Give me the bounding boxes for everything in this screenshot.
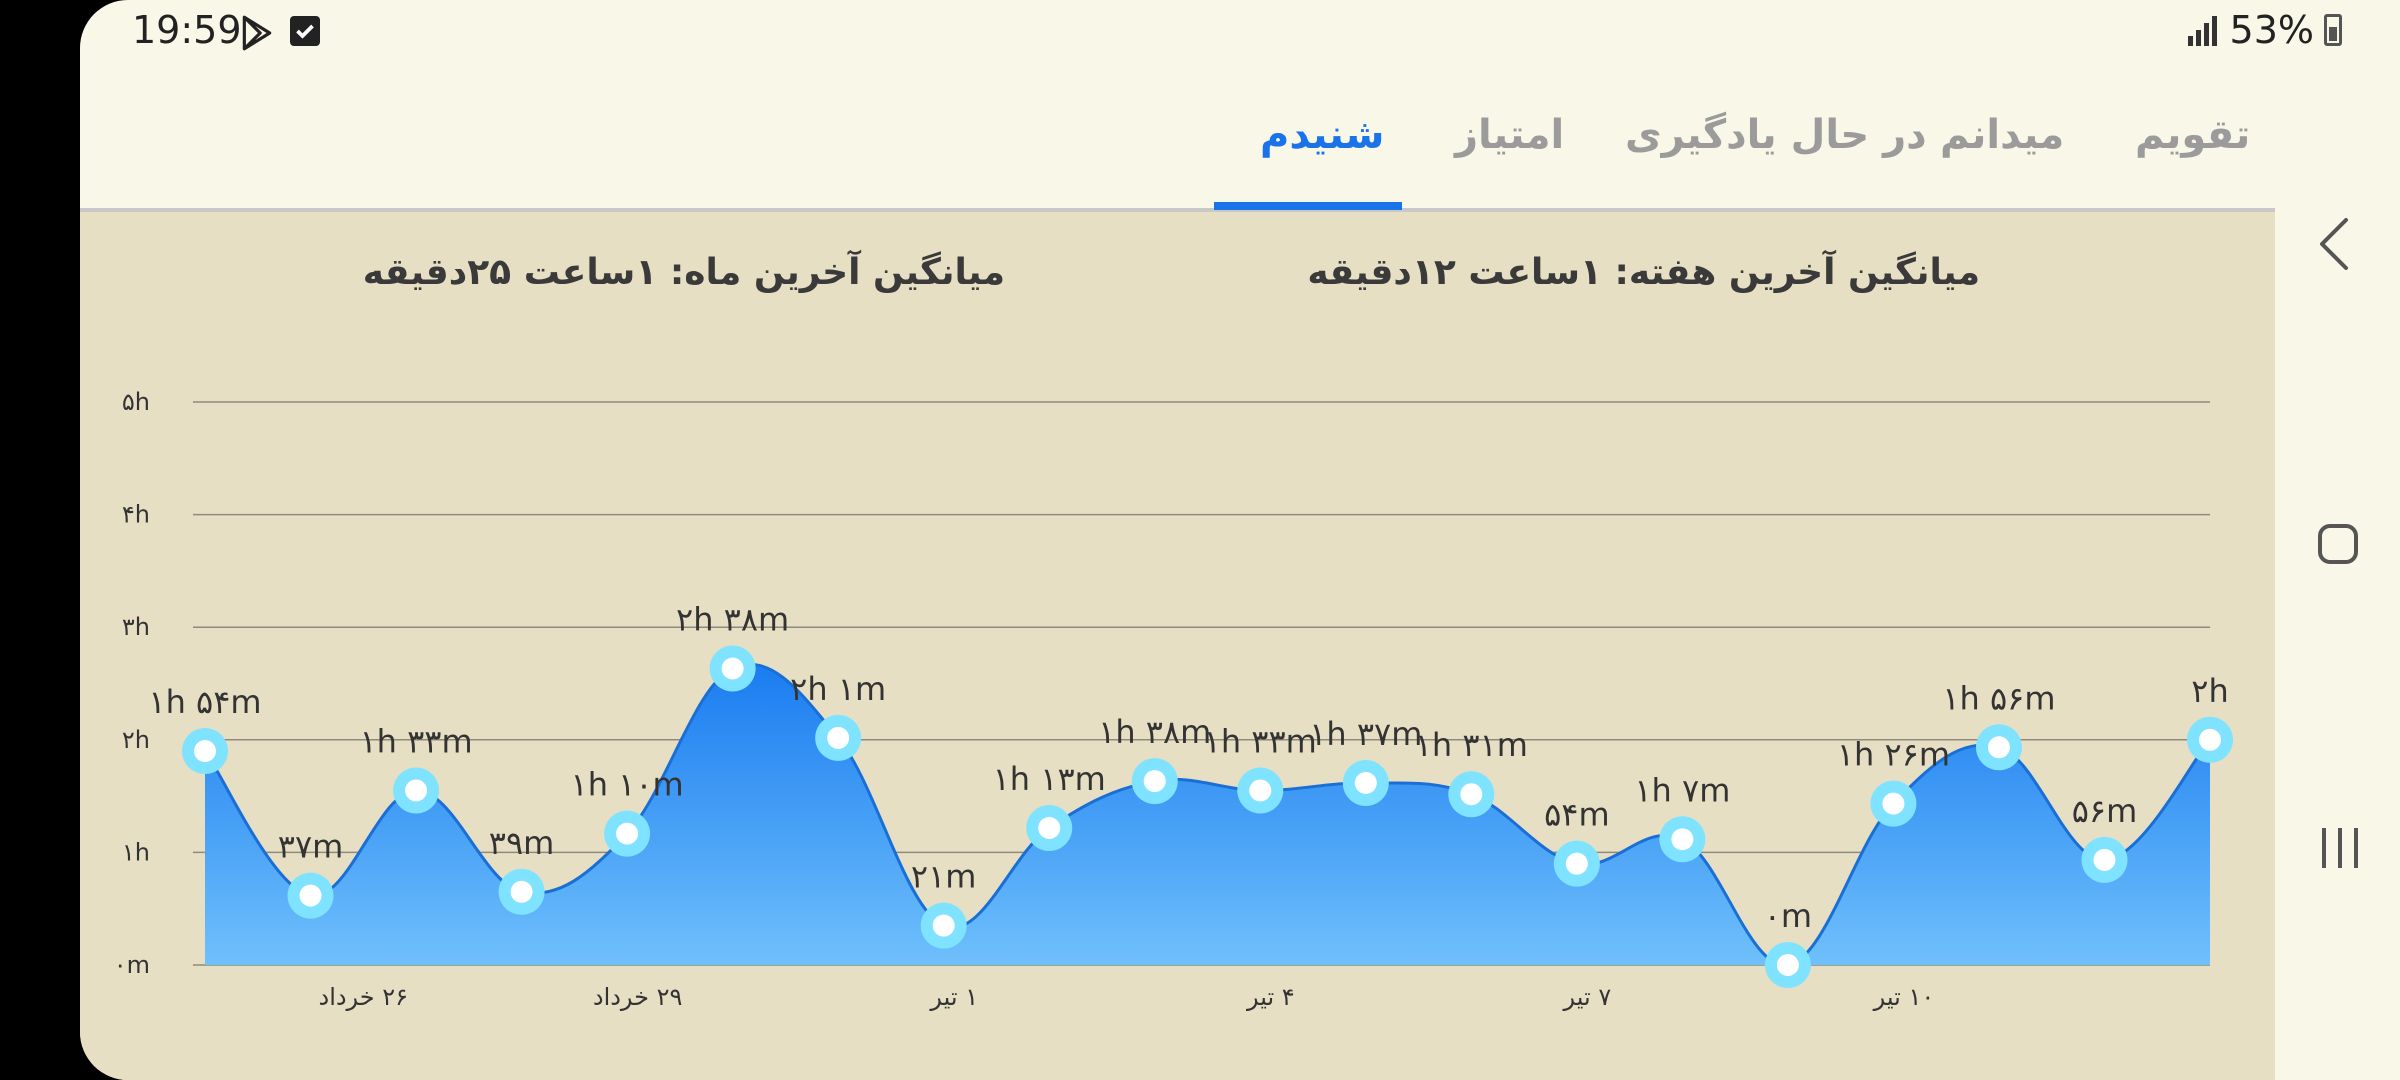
data-point-center (194, 740, 216, 763)
data-point-center (2199, 728, 2221, 751)
tab-heard[interactable]: شنیدم (1260, 112, 1385, 158)
data-label: ۱h ۳۳m (359, 722, 472, 760)
data-label: ۱h ۳۱m (1415, 726, 1528, 764)
y-tick-label: ۴h (122, 501, 150, 529)
data-point-center (1882, 792, 1905, 815)
y-tick-label: ۵h (122, 388, 150, 416)
status-time: 19:59 (132, 8, 242, 52)
data-label: ۱h ۳۳m (1204, 722, 1317, 760)
signal-icon (2187, 16, 2217, 46)
data-label: ۱h ۲۶m (1837, 736, 1950, 774)
status-right: 53% (2186, 8, 2342, 52)
y-tick-label: ۲h (122, 726, 150, 754)
data-point-center (1987, 736, 2010, 759)
y-tick-label: ۱h (122, 838, 150, 866)
data-point (1448, 771, 1495, 818)
tab-score[interactable]: امتیاز (1455, 112, 1565, 158)
heard-panel: میانگین آخرین هفته: ۱ساعت ۱۲دقیقه میانگی… (80, 212, 2275, 1080)
data-label: ۳۹m (489, 824, 555, 862)
data-point-center (510, 880, 533, 903)
data-label: ۵۴m (1544, 796, 1610, 834)
data-point (815, 714, 862, 761)
data-point (1870, 780, 1917, 827)
checkbox-icon (290, 16, 320, 46)
data-point (920, 902, 967, 949)
play-store-icon (242, 15, 272, 51)
data-label: ۵۶m (2072, 792, 2138, 830)
data-point (1659, 816, 1706, 863)
recent-apps-icon[interactable] (2318, 826, 2362, 870)
data-point (1131, 758, 1178, 805)
data-label: ۱h ۵۶m (1942, 679, 2055, 717)
data-label: ۲h ۱m (790, 670, 886, 708)
tab-divider (80, 208, 2275, 212)
screen: 19:59 53% تقویم میدانم در حال یادگیری ام… (80, 0, 2400, 1080)
data-point (1026, 805, 1073, 852)
x-tick-label: ۷ تیر (1563, 983, 1612, 1011)
data-label: ۱h ۱۳m (993, 760, 1106, 798)
month-average: میانگین آخرین ماه: ۱ساعت ۲۵دقیقه (362, 252, 1005, 293)
data-label: ۲h (2191, 672, 2228, 710)
data-point-center (1354, 771, 1377, 794)
battery-icon (2324, 14, 2342, 46)
data-point (604, 810, 651, 857)
data-label: ۲۱m (911, 858, 977, 896)
tab-known[interactable]: میدانم (1940, 112, 2065, 158)
data-point-center (299, 884, 322, 907)
data-point-center (1460, 783, 1483, 806)
data-label: ۲h ۳۸m (676, 600, 789, 638)
data-point (287, 872, 334, 919)
y-tick-label: ۰m (114, 951, 150, 979)
data-point (1342, 759, 1389, 806)
series-area (205, 664, 2210, 966)
data-point-center (932, 914, 955, 937)
data-point-center (1565, 852, 1588, 875)
data-label: ۱h ۳۸m (1098, 713, 1211, 751)
week-average: میانگین آخرین هفته: ۱ساعت ۱۲دقیقه (1307, 252, 1980, 293)
data-point-center (827, 726, 850, 749)
tab-active-indicator (1214, 202, 1402, 210)
data-label: ۱h ۳۷m (1309, 715, 1422, 753)
tab-bar: تقویم میدانم در حال یادگیری امتیاز شنیدم (80, 80, 2275, 212)
data-point-center (1776, 954, 1799, 976)
data-point-center (2093, 848, 2116, 871)
data-label: ۳۷m (278, 828, 344, 866)
data-label: ۱h ۱۰m (571, 766, 684, 804)
data-point-center (721, 657, 744, 680)
data-point (393, 767, 440, 814)
data-point-center (405, 779, 428, 802)
x-tick-label: ۲۹ خرداد (593, 983, 683, 1011)
x-tick-label: ۴ تیر (1246, 983, 1295, 1011)
battery-percent: 53% (2229, 8, 2314, 52)
data-point-center (1038, 817, 1061, 840)
x-tick-label: ۱۰ تیر (1873, 983, 1935, 1011)
data-point (1975, 724, 2022, 771)
data-point (1764, 942, 1811, 988)
data-point-center (1143, 770, 1166, 793)
data-point (2187, 716, 2233, 763)
data-label: ۱h ۵۴m (148, 683, 261, 721)
data-point (2081, 836, 2128, 883)
data-point (709, 645, 756, 692)
y-tick-label: ۳h (122, 613, 150, 641)
x-tick-label: ۲۶ خرداد (319, 983, 409, 1011)
data-label: ۰m (1764, 897, 1812, 935)
data-point (498, 868, 545, 915)
data-point (1237, 767, 1284, 814)
back-icon[interactable] (2310, 214, 2360, 274)
tab-learning[interactable]: در حال یادگیری (1625, 112, 1927, 158)
data-point-center (1249, 779, 1272, 802)
tab-calendar[interactable]: تقویم (2135, 112, 2251, 158)
listening-chart: ۰m ۱h ۲h ۳h ۴h ۵h ۲۶ خرداد ۲۹ خرداد ۱ تیر ۴ تیر ۷ … (114, 388, 2233, 1011)
x-tick-label: ۱ تیر (929, 983, 978, 1011)
data-label: ۱h ۷m (1634, 771, 1730, 809)
data-point (1553, 840, 1600, 887)
data-point-center (1671, 828, 1694, 851)
data-point-center (616, 822, 639, 845)
data-point (182, 728, 228, 775)
home-icon[interactable] (2318, 524, 2358, 564)
